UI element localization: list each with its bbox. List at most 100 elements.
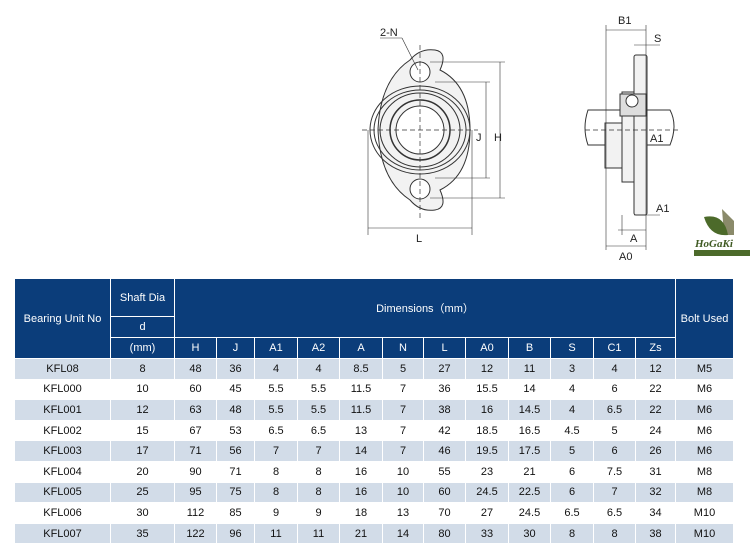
table-cell: 5.5 [254,399,298,421]
table-cell: 9 [254,502,298,524]
table-cell: 26 [635,440,676,462]
table-cell: 4 [550,378,594,401]
label-s: S [654,33,661,45]
table-cell: 42 [423,419,466,442]
table-cell: 24.5 [465,481,509,504]
table-cell: 14 [339,440,383,462]
hogaki-logo: HoGaKi [694,209,750,256]
table-row: KFL007 35 122 96 11 11 21 14 80 33 30 8 8 38 M10 [14,522,734,545]
table-cell: 13 [382,502,424,524]
table-cell: 15 [110,419,175,442]
table-cell: 48 [216,399,255,421]
table-cell: 70 [423,502,466,524]
table-cell: 7 [382,419,424,442]
table-cell: 8 [110,358,175,380]
table-cell: 4 [297,358,340,380]
table-cell: 6 [550,460,594,483]
table-cell: 45 [216,378,255,401]
table-cell: 16 [465,399,509,421]
table-cell: 10 [110,378,175,401]
table-cell: 63 [174,399,217,421]
header-dim-j: J [216,337,255,359]
table-cell: 122 [174,522,217,545]
table-cell: 90 [174,460,217,483]
label-h: H [494,132,502,144]
table-cell: 27 [423,358,466,380]
table-cell: 5.5 [297,378,340,401]
table-cell: 8 [593,522,636,545]
table-row: KFL000 10 60 45 5.5 5.5 11.5 7 36 15.5 14 4 6 22 M6 [14,378,734,401]
table-cell: 7 [382,378,424,401]
table-cell: M6 [675,419,734,442]
table-cell: 6.5 [550,502,594,524]
table-cell: 8 [254,481,298,504]
table-cell: 75 [216,481,255,504]
table-cell: 34 [635,502,676,524]
header-dim-c1: C1 [593,337,636,359]
table-cell: 18.5 [465,419,509,442]
table-cell: 8 [297,460,340,483]
table-cell: KFL006 [14,502,111,524]
table-row: KFL001 12 63 48 5.5 5.5 11.5 7 38 16 14.5 4 6.5 22 M6 [14,399,734,421]
label-j: J [476,132,482,144]
table-cell: 71 [216,460,255,483]
table-cell: 6 [593,440,636,462]
table-cell: 16.5 [508,419,551,442]
table-cell: 95 [174,481,217,504]
table-cell: KFL08 [14,358,111,380]
table-cell: 56 [216,440,255,462]
table-cell: 6.5 [593,502,636,524]
table-cell: 5 [593,419,636,442]
table-cell: 11 [254,522,298,545]
table-cell: 60 [174,378,217,401]
table-cell: 14 [508,378,551,401]
header-dimensions: Dimensions（mm） [174,278,676,338]
table-cell: 3 [550,358,594,380]
table-cell: 14.5 [508,399,551,421]
table-cell: 4 [593,358,636,380]
table-cell: 22.5 [508,481,551,504]
table-row: KFL006 30 112 85 9 9 18 13 70 27 24.5 6.5 6.5 34 M10 [14,502,734,524]
table-cell: M6 [675,399,734,421]
table-cell: 6.5 [254,419,298,442]
header-dim-a1: A1 [254,337,298,359]
table-cell: 16 [339,481,383,504]
side-view [584,25,680,250]
table-cell: 36 [423,378,466,401]
table-cell: 30 [508,522,551,545]
table-cell: 10 [382,481,424,504]
table-cell: 23 [465,460,509,483]
table-cell: 25 [110,481,175,504]
header-bearing-unit: Bearing Unit No [14,278,111,359]
table-cell: 32 [635,481,676,504]
table-cell: 14 [382,522,424,545]
table-cell: 6 [593,378,636,401]
table-cell: 17.5 [508,440,551,462]
table-cell: 21 [339,522,383,545]
table-cell: 8 [254,460,298,483]
table-cell: 7 [297,440,340,462]
table-cell: 8 [297,481,340,504]
front-view [362,37,505,235]
table-cell: 5 [382,358,424,380]
header-mm: (mm) [110,337,175,359]
table-cell: 8 [550,522,594,545]
table-cell: 7 [254,440,298,462]
table-cell: 4.5 [550,419,594,442]
label-a: A [630,233,638,245]
header-shaft-dia: Shaft Dia [110,278,175,317]
table-cell: 36 [216,358,255,380]
header-dim-n: N [382,337,424,359]
table-cell: 38 [423,399,466,421]
label-b1: B1 [618,15,631,27]
table-cell: 5.5 [254,378,298,401]
table-cell: 4 [254,358,298,380]
header-dim-a2: A2 [297,337,340,359]
table-cell: KFL000 [14,378,111,401]
header-dim-a: A [339,337,383,359]
table-cell: KFL001 [14,399,111,421]
header-dim-a0: A0 [465,337,509,359]
table-cell: M6 [675,440,734,462]
header-dim-b: B [508,337,551,359]
table-cell: 18 [339,502,383,524]
